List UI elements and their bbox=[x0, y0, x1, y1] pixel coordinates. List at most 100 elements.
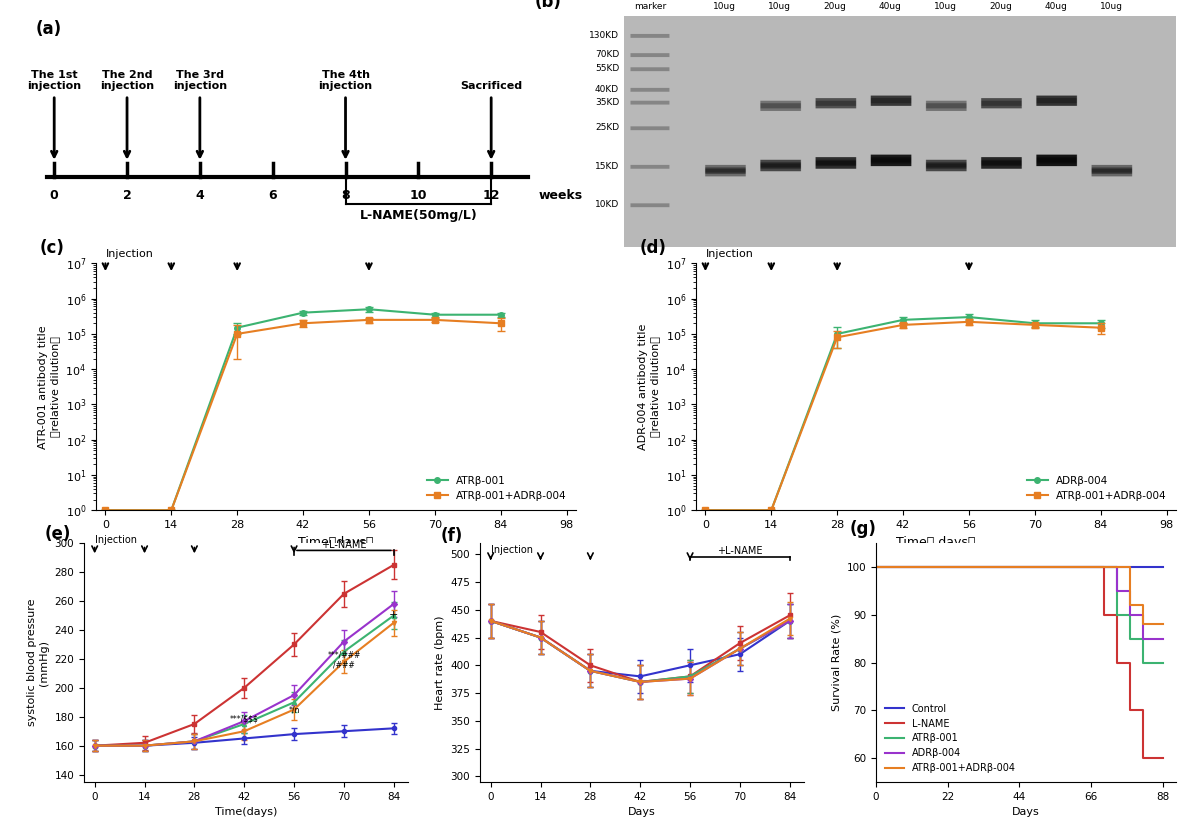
ATRβ-001+ADRβ-004 bbox=[1110, 562, 1124, 572]
L-NAME bbox=[1156, 753, 1170, 763]
X-axis label: Time（days）: Time（days） bbox=[299, 536, 373, 549]
Text: 35KD: 35KD bbox=[595, 98, 619, 107]
ATRβ-001+ADRβ-004 bbox=[230, 329, 245, 339]
ATRβ-001+ADRβ-004 bbox=[698, 505, 713, 515]
Text: +L-NAME: +L-NAME bbox=[322, 540, 367, 550]
Text: The 3rd
injection: The 3rd injection bbox=[173, 70, 227, 91]
ADRβ-004 bbox=[1093, 319, 1108, 328]
Text: (g): (g) bbox=[850, 519, 877, 537]
Text: Injection: Injection bbox=[106, 249, 154, 259]
ATRβ-001+ADRβ-004 bbox=[98, 505, 113, 515]
ATRβ-001+ADRβ-004 bbox=[1136, 620, 1151, 630]
Legend: ATRβ-001, ATRβ-001+ADRβ-004: ATRβ-001, ATRβ-001+ADRβ-004 bbox=[422, 472, 571, 505]
Text: weeks: weeks bbox=[539, 189, 583, 202]
Y-axis label: systolic blood pressure
(mmHg): systolic blood pressure (mmHg) bbox=[28, 599, 49, 726]
Line: L-NAME: L-NAME bbox=[876, 567, 1163, 758]
Text: marker: marker bbox=[634, 2, 666, 12]
Control bbox=[1110, 562, 1124, 572]
ATRβ-001 bbox=[1156, 658, 1170, 667]
Y-axis label: ADR-004 antibody title
（relative dilution）: ADR-004 antibody title （relative dilutio… bbox=[638, 323, 660, 450]
ATRβ-001+ADRβ-004 bbox=[1093, 323, 1108, 332]
Text: Sacrificed: Sacrificed bbox=[460, 81, 522, 91]
Text: 10: 10 bbox=[409, 189, 427, 202]
L-NAME bbox=[1110, 658, 1124, 667]
ATRβ-001 bbox=[869, 562, 883, 572]
Text: (e): (e) bbox=[44, 525, 71, 543]
Text: (c): (c) bbox=[40, 239, 65, 257]
Text: 25KD: 25KD bbox=[595, 123, 619, 133]
Text: The 2nd
injection: The 2nd injection bbox=[100, 70, 154, 91]
ADRβ-004 bbox=[764, 505, 779, 515]
ATRβ-001+ADRβ-004 bbox=[869, 562, 883, 572]
L-NAME bbox=[1084, 562, 1098, 572]
Text: 10KD: 10KD bbox=[595, 200, 619, 209]
Control bbox=[1097, 562, 1111, 572]
ADRβ-004 bbox=[1136, 634, 1151, 644]
ADRβ-004 bbox=[1084, 562, 1098, 572]
ADRβ-004 bbox=[1156, 634, 1170, 644]
Line: ADRβ-004: ADRβ-004 bbox=[876, 567, 1163, 639]
Text: 40ug: 40ug bbox=[878, 2, 901, 12]
Y-axis label: ATR-001 antibody title
（relative dilution）: ATR-001 antibody title （relative dilutio… bbox=[38, 325, 60, 449]
Text: +L-NAME: +L-NAME bbox=[718, 546, 763, 556]
ATRβ-001 bbox=[296, 308, 311, 318]
ATRβ-001+ADRβ-004 bbox=[961, 317, 976, 327]
Text: */n: */n bbox=[288, 705, 300, 714]
ATRβ-001+ADRβ-004 bbox=[361, 315, 376, 325]
L-NAME bbox=[1136, 753, 1151, 763]
Text: 0: 0 bbox=[50, 189, 59, 202]
Legend: ADRβ-004, ATRβ-001+ADRβ-004: ADRβ-004, ATRβ-001+ADRβ-004 bbox=[1022, 472, 1171, 505]
ATRβ-001 bbox=[427, 309, 442, 319]
Line: ATRβ-001+ADRβ-004: ATRβ-001+ADRβ-004 bbox=[703, 319, 1104, 513]
Y-axis label: Survival Rate (%): Survival Rate (%) bbox=[832, 614, 841, 711]
X-axis label: Time（ days）: Time（ days） bbox=[896, 536, 976, 549]
Text: 10ug: 10ug bbox=[1099, 2, 1122, 12]
Text: ***/###
/###: ***/### /### bbox=[328, 650, 360, 670]
Text: Injection: Injection bbox=[95, 535, 137, 545]
ATRβ-001+ADRβ-004 bbox=[764, 505, 779, 515]
ATRβ-001 bbox=[1110, 610, 1124, 620]
Line: ATRβ-001: ATRβ-001 bbox=[876, 567, 1163, 663]
Text: (b): (b) bbox=[535, 0, 562, 12]
Text: 20ug: 20ug bbox=[989, 2, 1012, 12]
Line: ATRβ-001+ADRβ-004: ATRβ-001+ADRβ-004 bbox=[103, 317, 504, 513]
L-NAME bbox=[1123, 705, 1138, 715]
ADRβ-004 bbox=[830, 329, 845, 339]
ATRβ-001+ADRβ-004 bbox=[164, 505, 179, 515]
ATRβ-001+ADRβ-004 bbox=[1123, 600, 1138, 610]
ADRβ-004 bbox=[896, 315, 911, 325]
ATRβ-001+ADRβ-004 bbox=[1027, 320, 1042, 330]
Text: (f): (f) bbox=[440, 527, 463, 545]
ATRβ-001+ADRβ-004 bbox=[830, 332, 845, 342]
ATRβ-001+ADRβ-004 bbox=[427, 315, 442, 325]
Control bbox=[1084, 562, 1098, 572]
Text: (d): (d) bbox=[640, 239, 666, 257]
ATRβ-001+ADRβ-004 bbox=[493, 319, 508, 328]
ADRβ-004 bbox=[869, 562, 883, 572]
ATRβ-001 bbox=[230, 323, 245, 332]
Control bbox=[869, 562, 883, 572]
Text: The 1st
injection: The 1st injection bbox=[28, 70, 82, 91]
Text: The 4th
injection: The 4th injection bbox=[318, 70, 372, 91]
ADRβ-004 bbox=[698, 505, 713, 515]
ADRβ-004 bbox=[1027, 319, 1042, 328]
Line: ADRβ-004: ADRβ-004 bbox=[703, 314, 1104, 513]
Text: (a): (a) bbox=[36, 20, 62, 38]
Text: 12: 12 bbox=[482, 189, 500, 202]
Control bbox=[1156, 562, 1170, 572]
Text: 2: 2 bbox=[122, 189, 132, 202]
Text: 15KD: 15KD bbox=[595, 162, 619, 170]
Text: 10ug: 10ug bbox=[713, 2, 736, 12]
ATRβ-001 bbox=[1123, 634, 1138, 644]
ATRβ-001 bbox=[1136, 658, 1151, 667]
X-axis label: Days: Days bbox=[1012, 807, 1040, 817]
Legend: Control, L-NAME, ATRβ-001, ADRβ-004, ATRβ-001+ADRβ-004: Control, L-NAME, ATRβ-001, ADRβ-004, ATR… bbox=[881, 700, 1020, 777]
ATRβ-001 bbox=[361, 305, 376, 314]
ATRβ-001+ADRβ-004 bbox=[296, 319, 311, 328]
ATRβ-001 bbox=[98, 505, 113, 515]
Text: +: + bbox=[389, 611, 398, 621]
ATRβ-001+ADRβ-004 bbox=[1084, 562, 1098, 572]
Control bbox=[1123, 562, 1138, 572]
ADRβ-004 bbox=[1123, 610, 1138, 620]
Text: 10ug: 10ug bbox=[768, 2, 791, 12]
